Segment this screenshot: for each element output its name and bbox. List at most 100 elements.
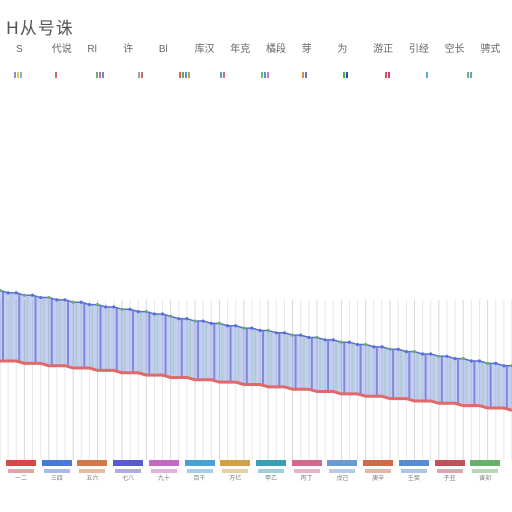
legend-item[interactable]: 一二 — [4, 460, 38, 500]
chart-icon[interactable] — [219, 65, 226, 78]
data-point[interactable] — [136, 310, 140, 314]
toolbar-item[interactable]: 许 — [123, 44, 134, 55]
data-point[interactable] — [299, 333, 303, 337]
data-point[interactable] — [429, 352, 433, 356]
legend-item[interactable]: 七八 — [111, 460, 145, 500]
data-point[interactable] — [355, 342, 360, 347]
legend-item[interactable]: 九十 — [147, 460, 181, 500]
data-point[interactable] — [144, 310, 148, 314]
toolbar-item[interactable]: 空长 — [444, 44, 465, 55]
data-point[interactable] — [234, 324, 238, 328]
legend-item[interactable]: 庚辛 — [361, 460, 395, 500]
data-point[interactable] — [39, 295, 43, 300]
data-point[interactable] — [274, 331, 278, 335]
tag-icon[interactable] — [384, 65, 391, 78]
data-point[interactable] — [388, 347, 392, 351]
data-point[interactable] — [6, 291, 10, 295]
data-point[interactable] — [104, 305, 108, 309]
data-point[interactable] — [30, 293, 35, 297]
filter-icon[interactable] — [261, 65, 270, 78]
data-point[interactable] — [201, 319, 205, 323]
data-point[interactable] — [0, 288, 2, 293]
data-point[interactable] — [339, 340, 343, 344]
data-point[interactable] — [364, 342, 368, 347]
data-point[interactable] — [95, 303, 100, 307]
toolbar-item[interactable]: Rl — [87, 44, 97, 55]
data-point[interactable] — [461, 357, 465, 361]
toolbar-item[interactable]: 游正 — [373, 44, 394, 55]
toolbar-item[interactable]: 年克 — [230, 44, 251, 55]
data-point[interactable] — [71, 300, 75, 304]
toolbar-item[interactable]: 芽 — [301, 44, 312, 55]
data-point[interactable] — [22, 293, 26, 297]
data-point[interactable] — [225, 324, 230, 328]
legend-item[interactable]: 甲乙 — [254, 460, 288, 500]
data-point[interactable] — [209, 321, 213, 325]
toolbar-item[interactable]: 库汉 — [194, 44, 215, 55]
data-point[interactable] — [160, 312, 165, 316]
table-icon[interactable] — [178, 65, 191, 78]
data-point[interactable] — [152, 312, 157, 316]
data-point[interactable] — [266, 328, 270, 333]
toolbar-item[interactable]: 为 — [337, 44, 348, 55]
data-point[interactable] — [258, 328, 262, 333]
toolbar-item[interactable]: S — [16, 44, 23, 55]
data-point[interactable] — [169, 314, 173, 318]
toolbar-item[interactable]: Bl — [158, 44, 168, 55]
data-point[interactable] — [502, 364, 506, 368]
legend-item[interactable]: 子丑 — [433, 460, 467, 500]
data-point[interactable] — [250, 326, 254, 330]
data-point[interactable] — [112, 305, 116, 309]
data-point[interactable] — [477, 359, 482, 363]
data-point[interactable] — [79, 300, 83, 304]
data-point[interactable] — [315, 335, 319, 340]
legend-item[interactable]: 五六 — [75, 460, 109, 500]
data-point[interactable] — [185, 317, 189, 321]
toolbar-item[interactable]: 引经 — [408, 44, 429, 55]
data-point[interactable] — [193, 319, 197, 323]
data-point[interactable] — [177, 317, 181, 321]
data-point[interactable] — [486, 361, 490, 365]
data-point[interactable] — [437, 354, 441, 358]
palette-icon[interactable] — [96, 65, 105, 78]
data-point[interactable] — [453, 357, 457, 361]
data-point[interactable] — [63, 298, 67, 302]
data-point[interactable] — [421, 352, 425, 356]
data-point[interactable] — [347, 340, 352, 344]
data-point[interactable] — [469, 359, 473, 363]
data-point[interactable] — [331, 338, 335, 342]
data-point[interactable] — [412, 350, 417, 354]
data-point[interactable] — [87, 303, 91, 307]
settings-icon[interactable] — [466, 65, 473, 78]
grid-icon[interactable] — [14, 65, 23, 78]
legend-item[interactable]: 戊己 — [325, 460, 359, 500]
data-point[interactable] — [396, 347, 400, 351]
data-point[interactable] — [47, 295, 51, 300]
legend-item[interactable]: 寅卯 — [468, 460, 502, 500]
toolbar-item[interactable]: 橘段 — [266, 44, 286, 55]
data-point[interactable] — [445, 354, 449, 358]
link-icon[interactable] — [425, 65, 429, 78]
data-point[interactable] — [282, 331, 287, 335]
flag-icon[interactable] — [343, 65, 349, 78]
data-point[interactable] — [55, 298, 59, 302]
legend-item[interactable]: 万亿 — [218, 460, 252, 500]
data-point[interactable] — [290, 333, 295, 337]
data-point[interactable] — [323, 338, 327, 342]
data-point[interactable] — [404, 350, 408, 354]
data-point[interactable] — [307, 335, 311, 340]
pen-icon[interactable] — [55, 65, 58, 78]
layers-icon[interactable] — [137, 65, 144, 78]
legend-item[interactable]: 百千 — [183, 460, 217, 500]
data-point[interactable] — [128, 307, 132, 311]
data-point[interactable] — [120, 307, 124, 311]
data-point[interactable] — [372, 345, 376, 349]
data-point[interactable] — [494, 361, 498, 365]
data-point[interactable] — [242, 326, 246, 330]
toolbar-item[interactable]: 骋式 — [480, 44, 501, 55]
legend-item[interactable]: 三四 — [40, 460, 74, 500]
data-point[interactable] — [380, 345, 384, 349]
data-point[interactable] — [14, 291, 18, 295]
data-point[interactable] — [217, 321, 222, 325]
toolbar-item[interactable]: 代说 — [51, 44, 72, 55]
